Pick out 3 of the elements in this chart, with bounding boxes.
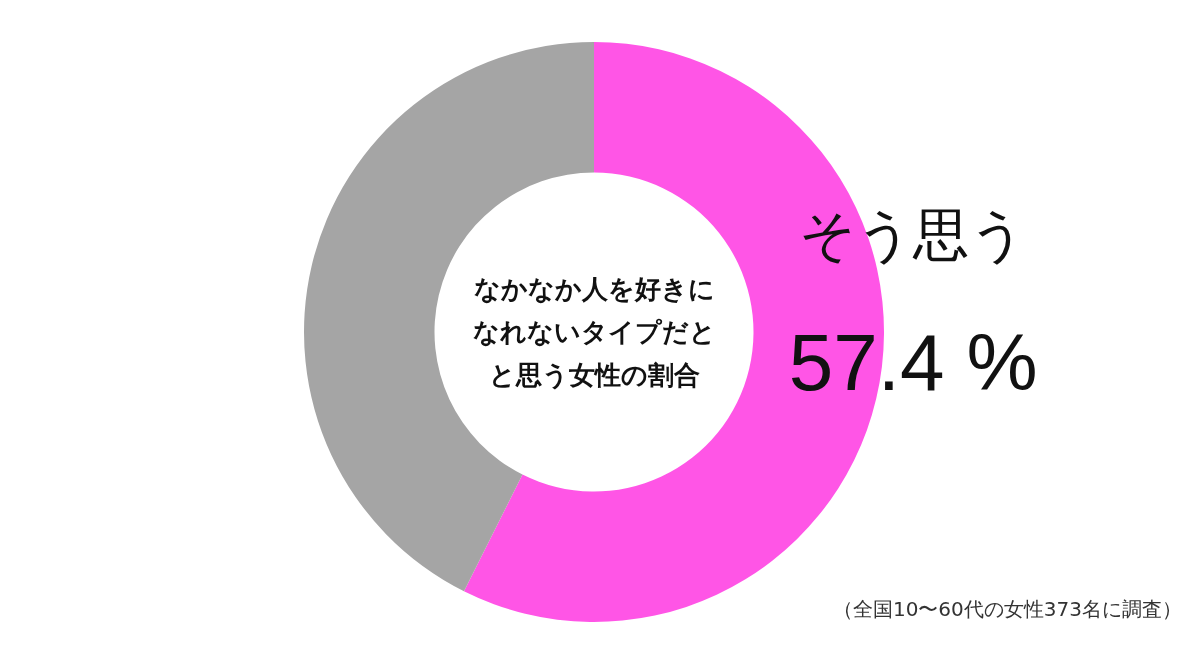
text: なかなか人を好きになれないタイプだとと思う女性の割合 <box>471 272 717 392</box>
slice-label: そう思う <box>798 202 1026 268</box>
text: （全国10〜60代の女性373名に調査） <box>832 596 1182 623</box>
